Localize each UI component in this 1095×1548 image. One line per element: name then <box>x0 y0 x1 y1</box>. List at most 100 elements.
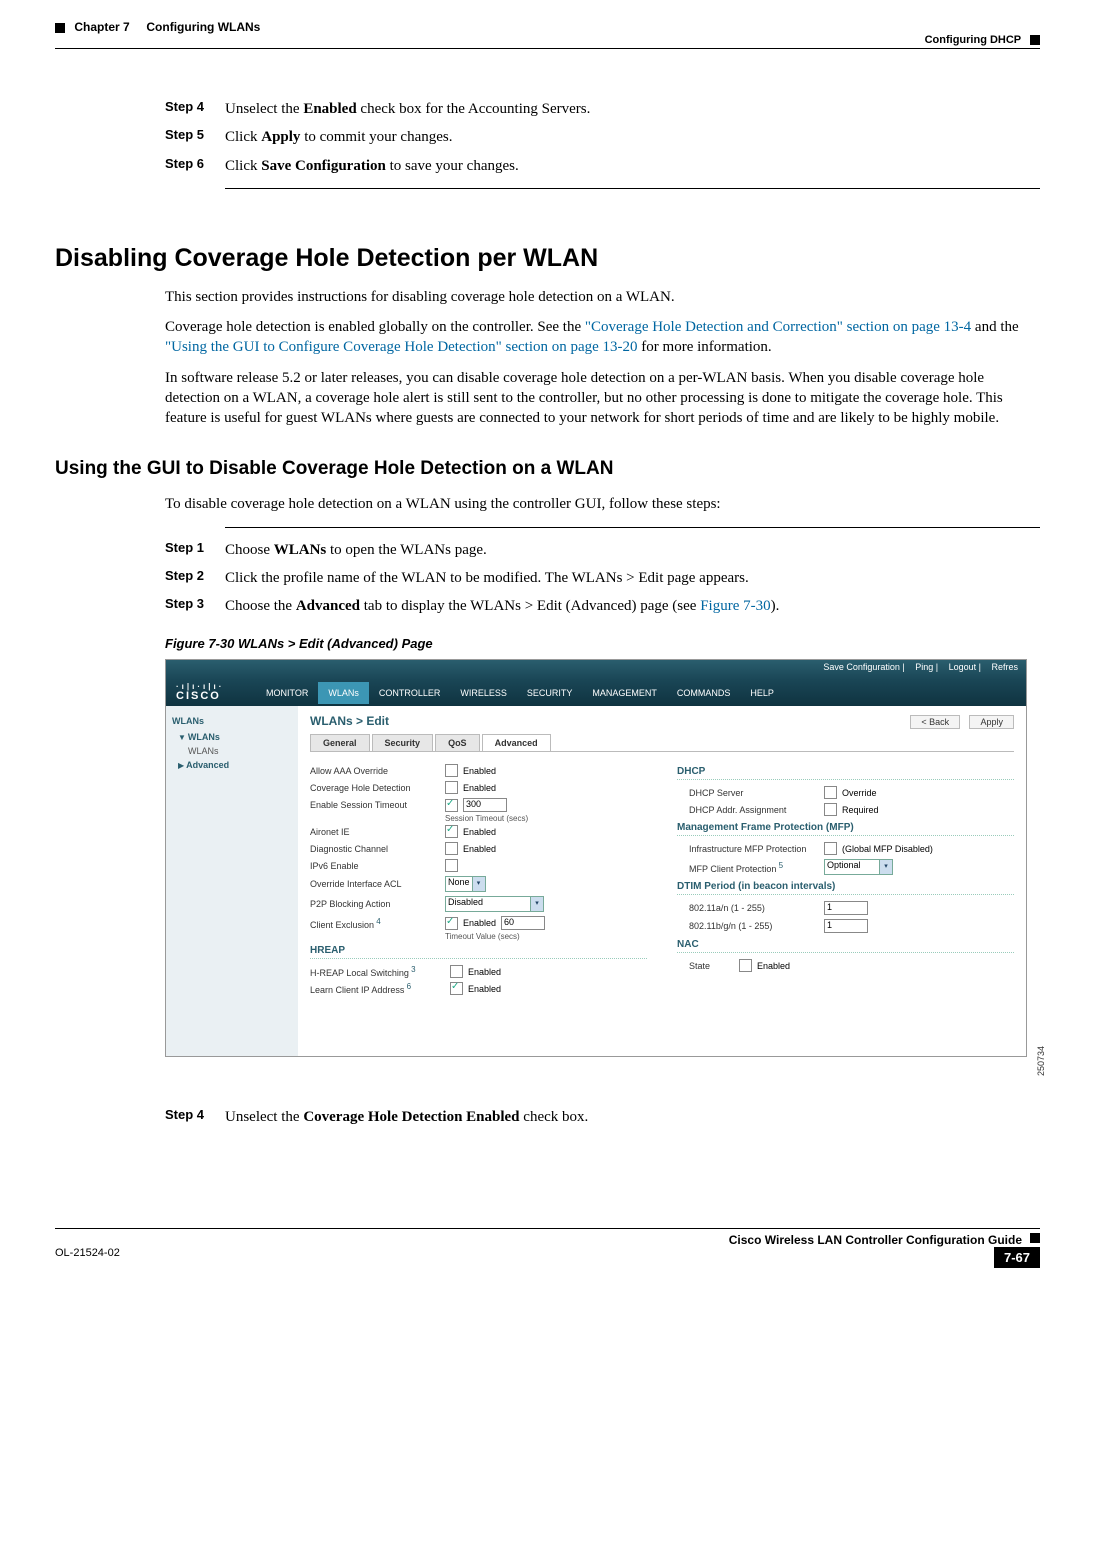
ss-menu-bar: ·ı|ı·ı|ı· CISCO MONITOR WLANs CONTROLLER… <box>166 680 1026 706</box>
ss-logout-link[interactable]: Logout <box>949 662 977 672</box>
step-row: Step 4 Unselect the Enabled check box fo… <box>165 99 1040 119</box>
ss-section-header: NAC <box>677 939 1014 953</box>
step-text: Click Save Configuration to save your ch… <box>225 156 1040 176</box>
step-row: Step 2 Click the profile name of the WLA… <box>165 568 1040 588</box>
text-input[interactable]: 1 <box>824 919 868 933</box>
step-label: Step 4 <box>165 1107 225 1127</box>
checkbox[interactable] <box>445 781 458 794</box>
heading-3: Using the GUI to Disable Coverage Hole D… <box>55 458 1040 480</box>
chapter-title: Configuring WLANs <box>146 20 260 34</box>
select[interactable]: Optional <box>824 859 880 875</box>
chevron-down-icon[interactable]: ▾ <box>473 876 486 892</box>
text-input[interactable]: 1 <box>824 901 868 915</box>
tab-security[interactable]: Security <box>372 734 434 751</box>
footer-book-title: Cisco Wireless LAN Controller Configurat… <box>729 1233 1022 1247</box>
header-marker-icon <box>1030 35 1040 45</box>
ss-menu-security[interactable]: SECURITY <box>517 682 583 704</box>
ss-label: Diagnostic Channel <box>310 844 445 854</box>
ss-topbar: Save Configuration | Ping | Logout | Ref… <box>166 660 1026 680</box>
tab-qos[interactable]: QoS <box>435 734 480 751</box>
footnote-icon: 6 <box>404 982 411 991</box>
ss-right-column: DHCP DHCP ServerOverride DHCP Addr. Assi… <box>677 762 1014 997</box>
step-row: Step 3 Choose the Advanced tab to displa… <box>165 596 1040 616</box>
step-label: Step 3 <box>165 596 225 616</box>
ss-sidebar-subitem[interactable]: WLANs <box>172 744 292 758</box>
xref-link[interactable]: "Coverage Hole Detection and Correction"… <box>585 319 971 335</box>
ss-label: P2P Blocking Action <box>310 899 445 909</box>
ss-menu-controller[interactable]: CONTROLLER <box>369 682 451 704</box>
step-row: Step 4 Unselect the Coverage Hole Detect… <box>165 1107 1040 1127</box>
select[interactable]: Disabled <box>445 896 531 912</box>
ss-menu-wlans[interactable]: WLANs <box>318 682 369 704</box>
xref-link[interactable]: "Using the GUI to Configure Coverage Hol… <box>165 339 638 355</box>
tab-general[interactable]: General <box>310 734 370 751</box>
footer-marker-icon <box>1030 1233 1040 1243</box>
checkbox[interactable] <box>445 764 458 777</box>
footnote-icon: 4 <box>374 917 381 926</box>
checkbox[interactable] <box>824 842 837 855</box>
divider <box>225 188 1040 189</box>
chevron-down-icon[interactable]: ▾ <box>531 896 544 912</box>
chevron-right-icon: ▶ <box>178 761 184 770</box>
checkbox[interactable] <box>445 859 458 872</box>
step-label: Step 1 <box>165 540 225 560</box>
checkbox[interactable] <box>824 803 837 816</box>
ss-label: Aironet IE <box>310 827 445 837</box>
page-footer: Cisco Wireless LAN Controller Configurat… <box>55 1228 1040 1268</box>
ss-save-link[interactable]: Save Configuration <box>823 662 900 672</box>
checkbox[interactable] <box>450 982 463 995</box>
checkbox[interactable] <box>824 786 837 799</box>
tab-advanced[interactable]: Advanced <box>482 734 551 751</box>
ss-menu-wireless[interactable]: WIRELESS <box>450 682 517 704</box>
ss-label: Override Interface ACL <box>310 879 445 889</box>
paragraph: To disable coverage hole detection on a … <box>165 494 1040 514</box>
ss-section-header: Management Frame Protection (MFP) <box>677 822 1014 836</box>
chapter-label: Chapter 7 <box>74 20 129 34</box>
chevron-down-icon[interactable]: ▾ <box>880 859 893 875</box>
step-text: Unselect the Enabled check box for the A… <box>225 99 1040 119</box>
checkbox[interactable] <box>450 965 463 978</box>
ss-sidebar: WLANs ▼WLANs WLANs ▶Advanced <box>166 706 298 1056</box>
ss-label: Coverage Hole Detection <box>310 783 445 793</box>
checkbox[interactable] <box>445 917 458 930</box>
footnote-icon: 5 <box>776 861 783 870</box>
ss-label: Client Exclusion 4 <box>310 917 445 930</box>
ss-label: DHCP Server <box>677 788 824 798</box>
page-number: 7-67 <box>994 1247 1040 1268</box>
ss-label: 802.11a/n (1 - 255) <box>677 903 824 913</box>
step-row: Step 1 Choose WLANs to open the WLANs pa… <box>165 540 1040 560</box>
ss-label: DHCP Addr. Assignment <box>677 805 824 815</box>
checkbox[interactable] <box>739 959 752 972</box>
ss-menu-management[interactable]: MANAGEMENT <box>582 682 667 704</box>
ss-section-header: DHCP <box>677 766 1014 780</box>
text-input[interactable]: 60 <box>501 916 545 930</box>
ss-refresh-link[interactable]: Refres <box>991 662 1018 672</box>
ss-menu-monitor[interactable]: MONITOR <box>256 682 318 704</box>
ss-sidebar-item[interactable]: ▼WLANs <box>172 730 292 744</box>
ss-menu-commands[interactable]: COMMANDS <box>667 682 741 704</box>
ss-tabs: General Security QoS Advanced <box>310 734 1014 752</box>
back-button[interactable]: < Back <box>910 715 960 729</box>
ss-menu-help[interactable]: HELP <box>740 682 784 704</box>
ss-subtext: Session Timeout (secs) <box>310 814 647 823</box>
apply-button[interactable]: Apply <box>969 715 1014 729</box>
ss-subtext: Timeout Value (secs) <box>310 932 647 941</box>
xref-link[interactable]: Figure 7-30 <box>700 598 770 614</box>
checkbox[interactable] <box>445 842 458 855</box>
select[interactable]: None <box>445 876 473 892</box>
ss-sidebar-item[interactable]: ▶Advanced <box>172 758 292 772</box>
ss-label: H-REAP Local Switching 3 <box>310 965 445 978</box>
step-text: Unselect the Coverage Hole Detection Ena… <box>225 1107 1040 1127</box>
footnote-icon: 3 <box>409 965 416 974</box>
cisco-logo: ·ı|ı·ı|ı· CISCO <box>166 685 256 702</box>
text-input[interactable]: 300 <box>463 798 507 812</box>
ss-ping-link[interactable]: Ping <box>915 662 933 672</box>
paragraph: This section provides instructions for d… <box>165 287 1040 307</box>
checkbox[interactable] <box>445 825 458 838</box>
ss-label: 802.11b/g/n (1 - 255) <box>677 921 824 931</box>
step-text: Choose the Advanced tab to display the W… <box>225 596 1040 616</box>
ss-label: MFP Client Protection 5 <box>677 861 824 874</box>
checkbox[interactable] <box>445 799 458 812</box>
ss-label: Learn Client IP Address 6 <box>310 982 445 995</box>
step-text: Choose WLANs to open the WLANs page. <box>225 540 1040 560</box>
